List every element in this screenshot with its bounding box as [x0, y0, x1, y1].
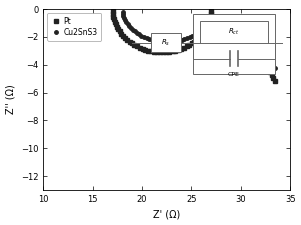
Pt: [165, 51, 168, 53]
Cu2SnS3: [247, 34, 251, 37]
Cu2SnS3: [241, 29, 244, 32]
Pt: [204, 28, 207, 31]
Cu2SnS3: [237, 27, 240, 30]
Text: CPE: CPE: [228, 72, 240, 77]
Y-axis label: Z'' (Ω): Z'' (Ω): [5, 85, 16, 115]
Text: $R_s$: $R_s$: [161, 38, 170, 48]
Pt: [209, 10, 213, 13]
Cu2SnS3: [121, 10, 124, 13]
Pt: [130, 42, 134, 45]
Bar: [200, 21, 268, 43]
Bar: [150, 33, 181, 52]
Pt: [111, 10, 114, 13]
Line: Pt: Pt: [111, 9, 277, 83]
Legend: Pt, Cu2SnS3: Pt, Cu2SnS3: [47, 13, 101, 41]
Cu2SnS3: [243, 31, 247, 34]
Text: $R_{ct}$: $R_{ct}$: [228, 27, 240, 37]
Bar: [193, 14, 275, 74]
Pt: [162, 51, 165, 54]
Cu2SnS3: [126, 23, 129, 26]
Cu2SnS3: [274, 66, 277, 69]
Pt: [266, 68, 270, 71]
Cu2SnS3: [257, 44, 261, 47]
Line: Cu2SnS3: Cu2SnS3: [121, 10, 277, 69]
Pt: [274, 80, 277, 83]
X-axis label: Z' (Ω): Z' (Ω): [153, 209, 180, 219]
Pt: [174, 49, 177, 52]
